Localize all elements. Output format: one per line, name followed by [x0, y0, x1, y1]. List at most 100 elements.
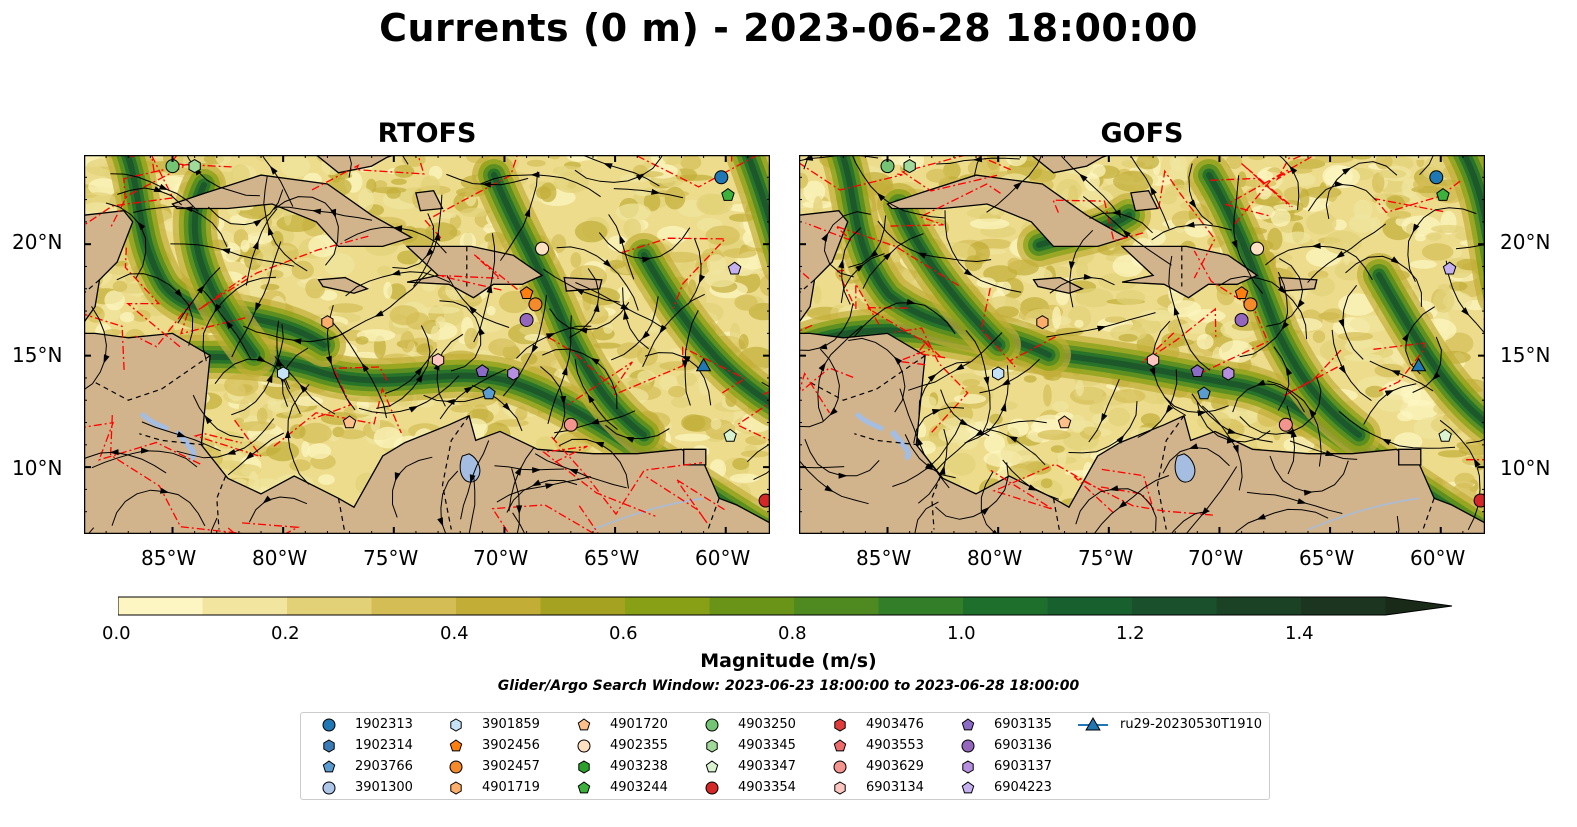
left-lat-label-15n: 15°N	[12, 343, 63, 367]
gofs-lon-label-70w: 70°W	[1188, 546, 1244, 570]
colorbar-tick-3: 0.6	[609, 623, 638, 644]
float-marker-4903244	[1436, 187, 1450, 201]
panel-title-gofs: GOFS	[1100, 118, 1184, 149]
circle-marker-icon	[705, 781, 719, 795]
gofs-lon-label-75w: 75°W	[1078, 546, 1134, 570]
float-marker-4902355	[535, 241, 550, 256]
pentagon-marker-icon	[705, 760, 719, 773]
colorbar-tick-1: 0.2	[271, 623, 300, 644]
circle-marker-icon	[322, 781, 336, 795]
float-marker-2903766	[482, 386, 496, 400]
float-marker-6903134	[431, 353, 445, 368]
rtofs-lon-label-60w: 60°W	[695, 546, 751, 570]
legend-label: 1902313	[355, 717, 413, 732]
rtofs-lon-label-85w: 85°W	[141, 546, 197, 570]
float-marker-ru29-20230530T1910	[695, 357, 712, 372]
hexagon-marker-icon	[706, 739, 718, 753]
circle-marker-icon	[449, 760, 463, 774]
legend-label: 4903476	[866, 717, 924, 732]
hexagon-marker-icon	[450, 781, 462, 795]
left-lat-label-10n: 10°N	[12, 456, 63, 480]
colorbar-tick-2: 0.4	[440, 623, 469, 644]
pentagon-marker-icon	[961, 781, 975, 794]
hexagon-marker-icon	[578, 760, 590, 774]
float-marker-1902313	[714, 170, 729, 185]
float-marker-4903629	[1278, 417, 1293, 432]
circle-marker-icon	[705, 718, 719, 732]
colorbar-title: Magnitude (m/s)	[700, 650, 877, 672]
legend-label: 4903629	[866, 759, 924, 774]
hexagon-marker-icon	[834, 781, 846, 795]
colorbar-tick-5: 1.0	[947, 623, 976, 644]
figure-title: Currents (0 m) - 2023-06-28 18:00:00	[379, 6, 1198, 50]
pentagon-marker-icon	[961, 718, 975, 731]
float-marker-6903136	[519, 312, 534, 327]
float-marker-6903135	[1190, 364, 1205, 377]
pentagon-marker-icon	[449, 739, 463, 752]
float-legend: 1902313 1902314 2903766 3901300 3901859 39024…	[300, 712, 1270, 800]
legend-label: 4901719	[482, 780, 540, 795]
float-marker-4903629	[563, 417, 578, 432]
float-marker-4903354	[758, 493, 770, 508]
circle-marker-icon	[833, 760, 847, 774]
float-marker-3902457	[528, 297, 543, 312]
legend-label: 6903137	[994, 759, 1052, 774]
hexagon-marker-icon	[834, 718, 846, 732]
float-marker-6903137	[1222, 366, 1235, 381]
triangle-marker-icon	[1078, 716, 1108, 731]
colorbar-tick-0: 0.0	[102, 623, 131, 644]
legend-label: 4903553	[866, 738, 924, 753]
legend-label: 6904223	[994, 780, 1052, 795]
float-marker-6903137	[507, 366, 520, 381]
gofs-lon-label-65w: 65°W	[1299, 546, 1355, 570]
colorbar-tick-6: 1.2	[1116, 623, 1145, 644]
float-marker-4901720	[1057, 415, 1072, 429]
pentagon-marker-icon	[833, 739, 847, 752]
legend-label: 4903250	[738, 717, 796, 732]
left-lat-label-20n: 20°N	[12, 230, 63, 254]
gofs-lon-label-60w: 60°W	[1410, 546, 1466, 570]
rtofs-lon-label-80w: 80°W	[252, 546, 308, 570]
legend-label: 4901720	[610, 717, 668, 732]
float-marker-3902456	[519, 286, 534, 299]
legend-label: 4903354	[738, 780, 796, 795]
rtofs-lon-label-70w: 70°W	[473, 546, 529, 570]
legend-label: 1902314	[355, 738, 413, 753]
pentagon-marker-icon	[577, 781, 591, 794]
legend-label: ru29-20230530T1910	[1120, 717, 1263, 732]
float-marker-4903347	[723, 428, 737, 442]
right-lat-label-20n: 20°N	[1500, 230, 1551, 254]
colorbar-tick-4: 0.8	[778, 623, 807, 644]
float-marker-4903345	[188, 159, 201, 174]
legend-label: 4903347	[738, 759, 796, 774]
gofs-lon-label-80w: 80°W	[967, 546, 1023, 570]
float-marker-4903347	[1438, 428, 1452, 442]
search-window-text: Glider/Argo Search Window: 2023-06-23 18…	[497, 678, 1080, 694]
float-marker-6903134	[1146, 353, 1160, 368]
legend-label: 6903134	[866, 780, 924, 795]
legend-label: 3901300	[355, 780, 413, 795]
right-lat-label-10n: 10°N	[1500, 456, 1551, 480]
legend-label: 4903238	[610, 759, 668, 774]
float-marker-3901859	[992, 366, 1005, 381]
float-marker-4903354	[1473, 493, 1485, 508]
float-marker-6904223	[1442, 261, 1457, 275]
magnitude-colorbar	[118, 596, 1453, 616]
float-marker-1902313	[1429, 170, 1444, 185]
float-marker-4901719	[1036, 315, 1049, 330]
float-marker-6903136	[1234, 312, 1249, 327]
float-marker-2903766	[1197, 386, 1211, 400]
rtofs-lon-label-75w: 75°W	[363, 546, 419, 570]
legend-label: 4902355	[610, 738, 668, 753]
float-marker-6904223	[727, 261, 742, 275]
hexagon-marker-icon	[450, 718, 462, 732]
legend-label: 4903345	[738, 738, 796, 753]
circle-marker-icon	[577, 739, 591, 753]
legend-label: 6903135	[994, 717, 1052, 732]
rtofs-current-map	[84, 155, 770, 534]
panel-title-rtofs: RTOFS	[377, 118, 477, 149]
float-marker-3901859	[277, 366, 290, 381]
legend-label: 3901859	[482, 717, 540, 732]
float-marker-3902457	[1243, 297, 1258, 312]
float-marker-4903244	[721, 187, 735, 201]
